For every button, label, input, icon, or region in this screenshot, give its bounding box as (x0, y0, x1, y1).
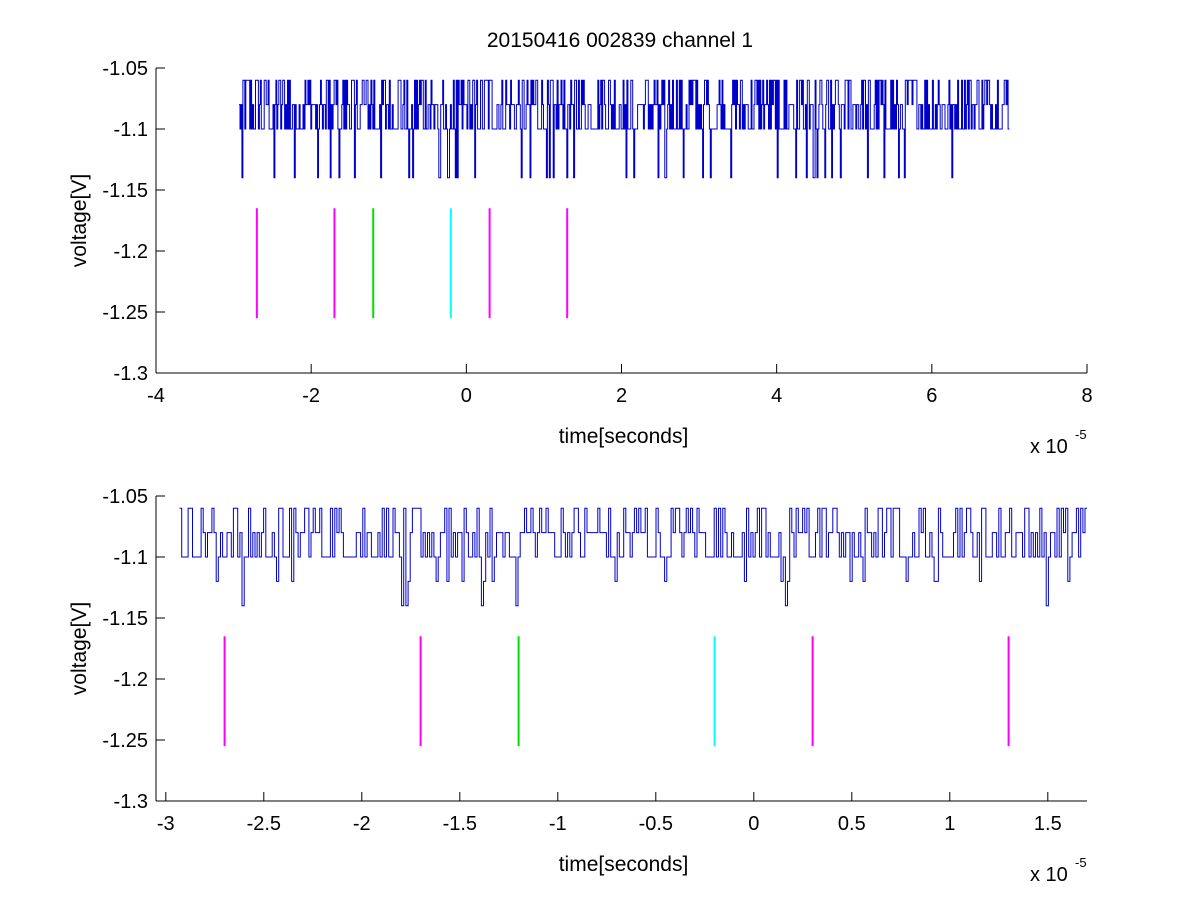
y-tick-label: -1.25 (102, 302, 148, 324)
x-tick-label: -1 (549, 813, 567, 835)
x-tick-label: 0 (748, 813, 759, 835)
figure-title: 20150416 002839 channel 1 (487, 29, 753, 52)
x-tick-label: -0.5 (639, 813, 673, 835)
bottom-plot: -1.05 -1.1 -1.15 -1.2 -1.25 -1.3 -3 -2.5 -2 -1.5 -… (68, 486, 1087, 886)
x-tick-label: -4 (147, 385, 165, 407)
top-plot: -1.05 -1.1 -1.15 -1.2 -1.25 -1.3-4 -2 0 2 4 6 8 time… (68, 58, 1093, 458)
y-tick-label: -1.2 (114, 241, 148, 263)
x-exponent-power: -5 (1075, 855, 1087, 870)
signal-line (179, 507, 1087, 607)
x-tick-label: 1 (944, 813, 955, 835)
x-tick-label: 2 (616, 385, 627, 407)
y-tick-label: -1.05 (102, 58, 148, 80)
x-tick-label: -1.5 (443, 813, 477, 835)
x-tick-label: -2.5 (247, 813, 281, 835)
x-exponent-label: x 10 (1030, 436, 1068, 458)
y-tick-label: -1.05 (102, 486, 148, 508)
x-tick-label: 0.5 (838, 813, 866, 835)
y-axis-label: voltage[V] (68, 174, 91, 267)
signal-line (239, 79, 1010, 179)
x-axis-label: time[seconds] (559, 425, 689, 448)
x-axis-label: time[seconds] (559, 853, 689, 876)
x-exponent-power: -5 (1075, 427, 1087, 442)
x-tick-label: -2 (302, 385, 320, 407)
y-tick-label: -1.25 (102, 730, 148, 752)
x-tick-label: 4 (771, 385, 782, 407)
y-axis-label: voltage[V] (68, 602, 91, 695)
y-tick-label: -1.15 (102, 608, 148, 630)
y-tick-label: -1.3 (114, 791, 148, 813)
x-tick-label: 8 (1081, 385, 1092, 407)
x-tick-label: -3 (157, 813, 175, 835)
x-tick-label: 1.5 (1034, 813, 1062, 835)
x-tick-label: -2 (353, 813, 371, 835)
y-tick-label: -1.3 (114, 363, 148, 385)
x-tick-label: 0 (461, 385, 472, 407)
x-tick-label: 6 (926, 385, 937, 407)
y-tick-label: -1.2 (114, 669, 148, 691)
y-tick-label: -1.15 (102, 180, 148, 202)
x-exponent-label: x 10 (1030, 864, 1068, 886)
y-tick-label: -1.1 (114, 547, 148, 569)
y-tick-label: -1.1 (114, 119, 148, 141)
